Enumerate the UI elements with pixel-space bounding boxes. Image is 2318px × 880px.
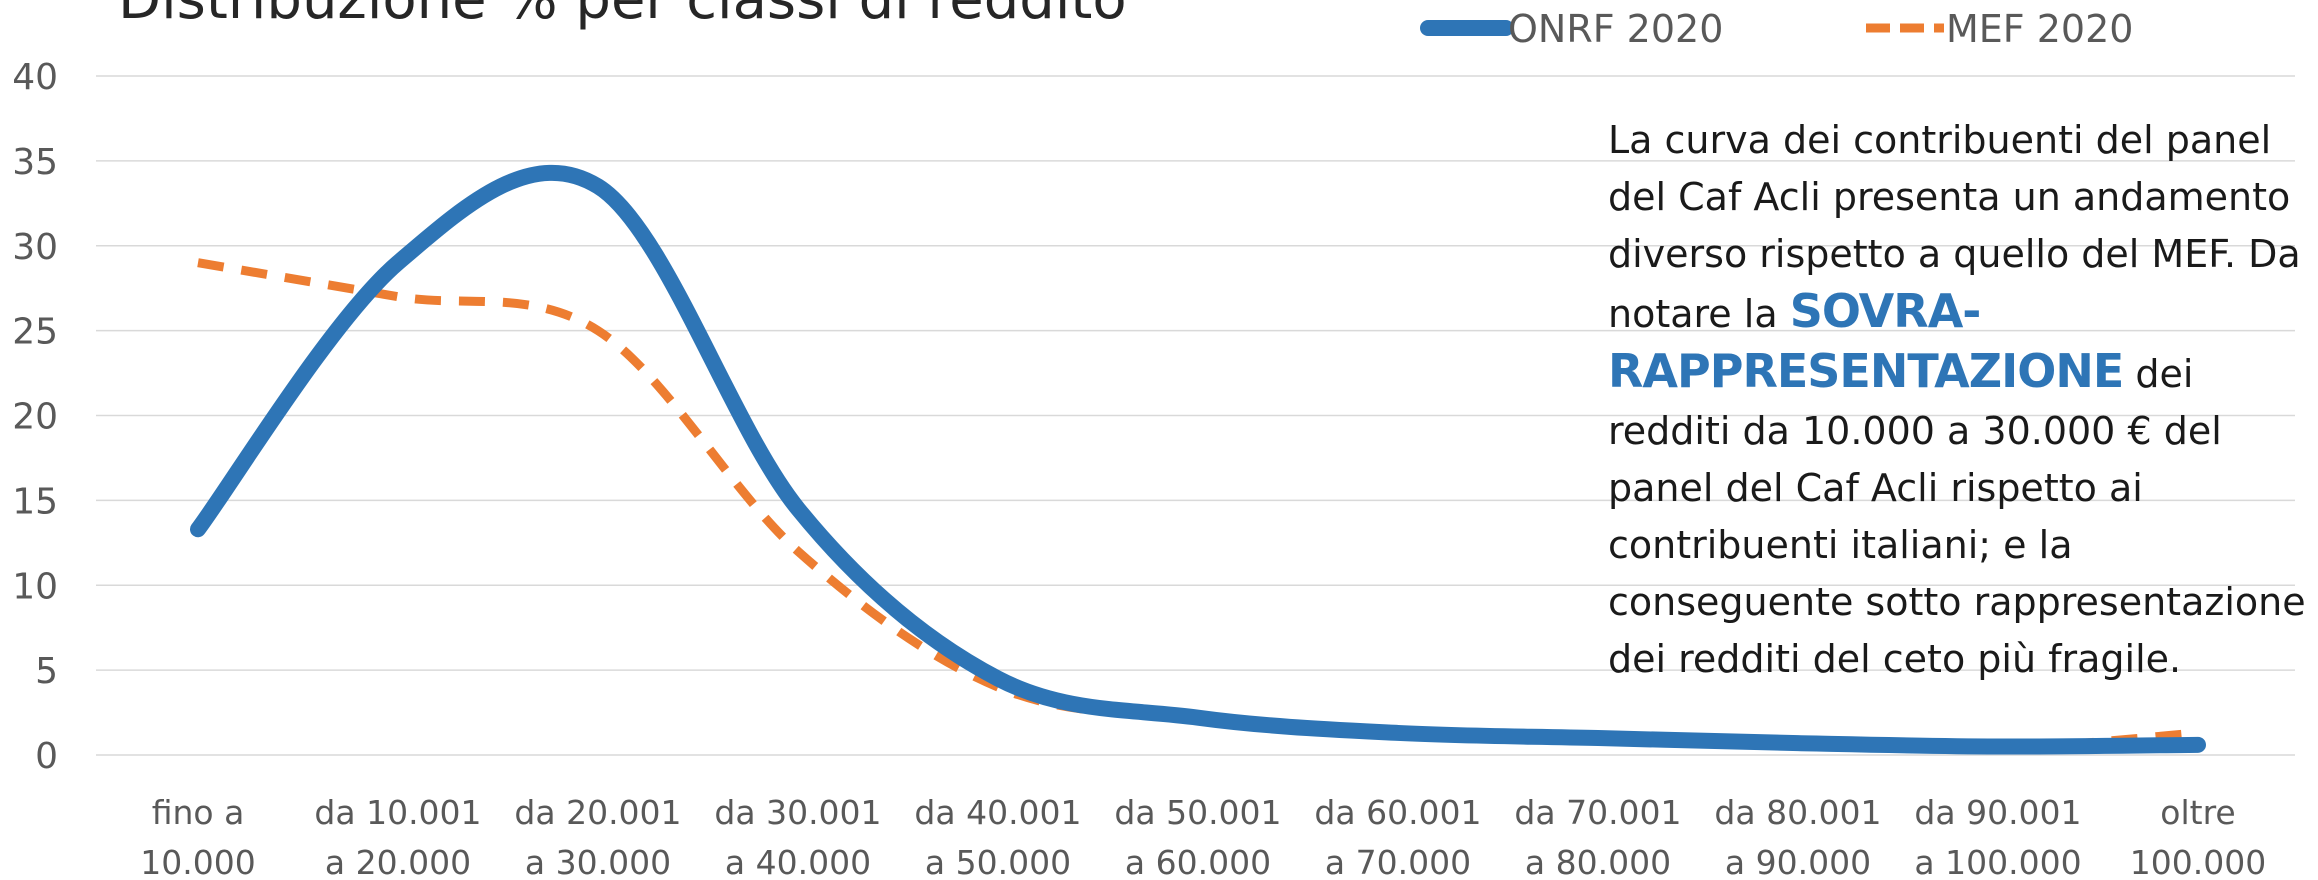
note-text-before: La curva dei contribuenti del panel del … [1608,118,2301,336]
chart-title: Distribuzione % per classi di reddito [118,0,1127,32]
note-highlight: SOVRA-RAPPRESENTAZIONE [1608,284,2124,398]
note-text-after: dei redditi da 10.000 a 30.000 € del pan… [1608,352,2306,681]
x-category-label: da 10.001 a 20.000 [314,793,481,880]
annotation-note: La curva dei contribuenti del panel del … [1608,112,2318,688]
y-tick-label: 35 [12,142,58,183]
y-tick-label: 25 [12,312,58,353]
x-category-label: da 70.001 a 80.000 [1514,793,1681,880]
x-category-label: da 50.001 a 60.000 [1114,793,1281,880]
y-tick-label: 20 [12,397,58,438]
legend-label: MEF 2020 [1946,7,2133,51]
x-category-label: fino a 10.000 [140,793,255,880]
series-line-onrf [190,164,2206,755]
x-category-label: da 20.001 a 30.000 [514,793,681,880]
legend-label: ONRF 2020 [1508,7,1723,51]
x-category-label: da 90.001 a 100.000 [1914,793,2081,880]
series-lines [190,164,2206,755]
x-category-label: da 40.001 a 50.000 [914,793,1081,880]
x-axis-categories: fino a 10.000 da 10.001 a 20.000 da 20.001 a … [140,793,2266,880]
gridlines [96,75,2295,756]
y-tick-label: 15 [12,481,58,522]
y-tick-label: 10 [12,566,58,607]
y-tick-label: 5 [35,651,58,692]
y-axis-ticks: 0 5 10 15 20 25 30 35 40 [12,57,58,777]
legend: ONRF 2020 MEF 2020 [1420,7,2133,51]
y-tick-label: 30 [12,227,58,268]
x-category-label: oltre 100.000 [2130,793,2266,880]
x-category-label: da 80.001 a 90.000 [1714,793,1881,880]
y-tick-label: 40 [12,57,58,98]
x-category-label: da 60.001 a 70.000 [1314,793,1481,880]
y-tick-label: 0 [35,736,58,777]
x-category-label: da 30.001 a 40.000 [714,793,881,880]
